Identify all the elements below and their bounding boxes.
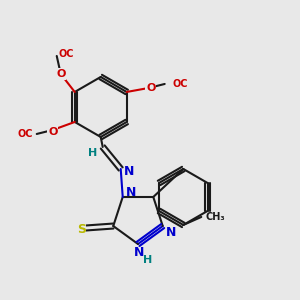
Text: CH₃: CH₃ xyxy=(205,212,225,222)
Text: N: N xyxy=(166,226,176,238)
Text: H: H xyxy=(88,148,97,158)
Text: O: O xyxy=(56,69,65,79)
Text: N: N xyxy=(134,247,144,260)
Text: N: N xyxy=(124,166,134,178)
Text: H: H xyxy=(143,255,153,265)
Text: N: N xyxy=(125,187,136,200)
Text: O: O xyxy=(146,83,155,93)
Text: OC: OC xyxy=(173,79,188,89)
Text: S: S xyxy=(77,223,86,236)
Text: OC: OC xyxy=(17,129,33,139)
Text: O: O xyxy=(48,127,57,137)
Text: OC: OC xyxy=(59,49,74,59)
